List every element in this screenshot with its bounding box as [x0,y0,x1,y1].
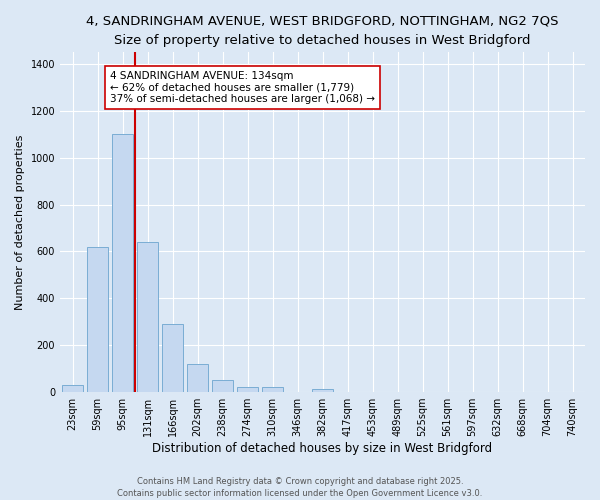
Bar [62,385,83,392]
Bar [87,247,108,392]
Text: 4 SANDRINGHAM AVENUE: 134sqm
← 62% of detached houses are smaller (1,779)
37% of: 4 SANDRINGHAM AVENUE: 134sqm ← 62% of de… [110,71,375,104]
Bar [162,324,183,392]
Title: 4, SANDRINGHAM AVENUE, WEST BRIDGFORD, NOTTINGHAM, NG2 7QS
Size of property rela: 4, SANDRINGHAM AVENUE, WEST BRIDGFORD, N… [86,15,559,47]
Bar [187,364,208,392]
Bar [237,388,258,392]
Bar [262,388,283,392]
Bar [312,388,333,392]
Bar [137,242,158,392]
Bar [212,380,233,392]
Y-axis label: Number of detached properties: Number of detached properties [15,134,25,310]
Bar [112,134,133,392]
X-axis label: Distribution of detached houses by size in West Bridgford: Distribution of detached houses by size … [152,442,493,455]
Text: Contains HM Land Registry data © Crown copyright and database right 2025.
Contai: Contains HM Land Registry data © Crown c… [118,476,482,498]
